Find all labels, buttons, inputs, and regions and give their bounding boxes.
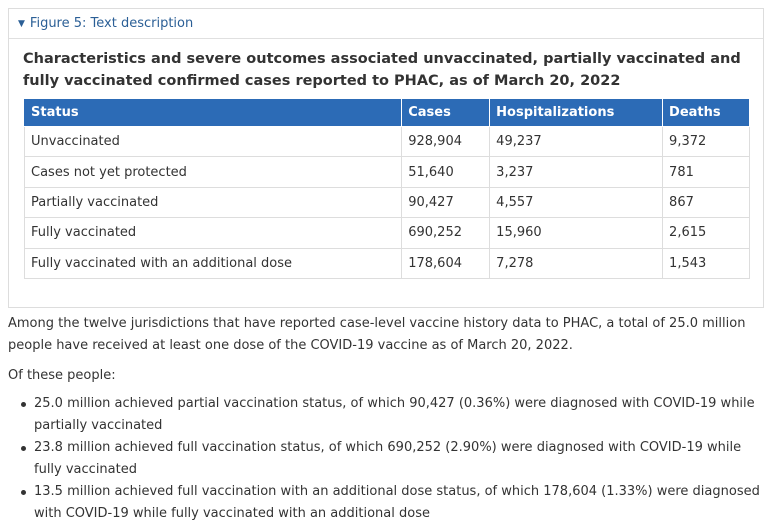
cell-cases: 90,427	[401, 186, 491, 219]
cell-deaths: 781	[662, 156, 750, 188]
outcomes-table: Status Cases Hospitalizations Deaths Unv…	[23, 98, 750, 279]
header-deaths: Deaths	[662, 98, 750, 127]
bullet-icon	[21, 490, 26, 495]
caret-down-icon: ▼	[18, 18, 25, 29]
table-header-row: Status Cases Hospitalizations Deaths	[23, 98, 750, 127]
cell-deaths: 9,372	[662, 125, 750, 158]
vaccination-summary-list: 25.0 million achieved partial vaccinatio…	[8, 393, 766, 525]
table-row: Fully vaccinated 690,252 15,960 2,615	[23, 217, 750, 249]
bullet-icon	[21, 446, 26, 451]
cell-status: Fully vaccinated	[23, 217, 403, 249]
bullet-icon	[21, 402, 26, 407]
cell-status: Unvaccinated	[23, 125, 403, 158]
list-item-text: 25.0 million achieved partial vaccinatio…	[34, 396, 755, 433]
cell-status: Partially vaccinated	[23, 186, 403, 219]
cell-cases: 928,904	[401, 125, 491, 158]
cell-hospitalizations: 49,237	[489, 125, 664, 158]
figure-details-panel: ▼ Figure 5: Text description Characteris…	[8, 8, 764, 308]
table-row: Unvaccinated 928,904 49,237 9,372	[23, 125, 750, 158]
list-item-text: 23.8 million achieved full vaccination s…	[34, 440, 742, 477]
cell-deaths: 2,615	[662, 217, 750, 249]
of-these-paragraph: Of these people:	[8, 368, 116, 383]
header-hospitalizations: Hospitalizations	[489, 98, 664, 127]
list-item: 13.5 million achieved full vaccination w…	[8, 481, 766, 525]
cell-status: Cases not yet protected	[23, 156, 403, 188]
figure-summary-label: Figure 5: Text description	[29, 16, 194, 31]
cell-hospitalizations: 3,237	[489, 156, 664, 188]
list-item: 25.0 million achieved partial vaccinatio…	[8, 393, 766, 437]
cell-cases: 51,640	[401, 156, 491, 188]
header-status: Status	[23, 98, 403, 127]
list-item-text: 13.5 million achieved full vaccination w…	[34, 484, 760, 521]
header-cases: Cases	[401, 98, 491, 127]
cell-hospitalizations: 7,278	[489, 247, 664, 279]
cell-hospitalizations: 4,557	[489, 186, 664, 219]
list-item: 23.8 million achieved full vaccination s…	[8, 437, 766, 481]
cell-cases: 690,252	[401, 217, 491, 249]
table-row: Partially vaccinated 90,427 4,557 867	[23, 186, 750, 219]
cell-cases: 178,604	[401, 247, 491, 279]
cell-hospitalizations: 15,960	[489, 217, 664, 249]
cell-deaths: 1,543	[662, 247, 750, 279]
cell-deaths: 867	[662, 186, 750, 219]
figure-details-toggle[interactable]: ▼ Figure 5: Text description	[9, 9, 763, 39]
figure-table-title: Characteristics and severe outcomes asso…	[23, 51, 741, 89]
table-row: Fully vaccinated with an additional dose…	[23, 247, 750, 279]
intro-paragraph: Among the twelve jurisdictions that have…	[8, 316, 746, 353]
table-row: Cases not yet protected 51,640 3,237 781	[23, 156, 750, 188]
cell-status: Fully vaccinated with an additional dose	[23, 247, 403, 279]
